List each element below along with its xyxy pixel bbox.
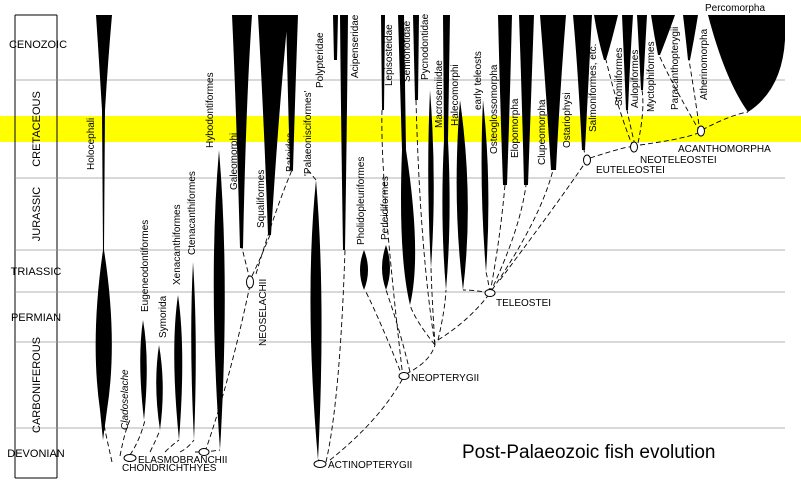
clade-label: ACTINOPTERYGII (328, 460, 412, 471)
spindle-stomiiformes (594, 15, 618, 60)
node-euteleostei (583, 154, 591, 166)
spindle-hybodontiformes (213, 150, 225, 450)
period-label: PERMIAN (11, 312, 61, 324)
taxon-label: Percomorpha (705, 3, 765, 14)
spindle-atherinomorpha (683, 15, 698, 60)
taxon-label: Atherinomorpha (699, 28, 710, 100)
taxon-label: Holocephali (86, 118, 97, 170)
clade-label: CHONDRICHTHYES (122, 463, 217, 474)
node-actinopterygii (313, 460, 327, 468)
taxon-label: Stomiiformes (614, 48, 625, 106)
node-neoteleostei (630, 141, 638, 153)
spindle-holocephali (95, 15, 112, 440)
lineage-spindles (95, 15, 785, 460)
taxon-label: Polypteridae (315, 32, 326, 88)
taxon-label: Hybodontiformes (205, 72, 216, 148)
taxon-label: Eugeneodontiformes (140, 220, 151, 312)
clade-nodes (123, 125, 705, 468)
spindle-galeomorphi (232, 15, 252, 248)
taxon-label: Myctophiformes (646, 41, 657, 112)
taxon-labels: Holocephali Cladoselache Eugeneodontifor… (86, 3, 765, 430)
period-label: TRIASSIC (11, 266, 62, 278)
spindle-perleidiformes (382, 245, 390, 290)
period-column (14, 14, 58, 479)
spindle-lepisosteidae (381, 15, 385, 110)
spindle-percomorpha (708, 15, 785, 112)
taxon-label: Xenacanthiformes (172, 204, 183, 285)
taxon-label: Aulopiformes (630, 50, 641, 108)
spindle-ctenacanthiformes (191, 262, 196, 440)
period-label: DEVONIAN (7, 448, 65, 460)
taxon-label: Elopomorpha (510, 98, 521, 158)
cretaceous-highlight-band (0, 116, 801, 142)
clade-labels: CHONDRICHTHYES ELASMOBRANCHII NEOSELACHI… (122, 144, 771, 474)
spindle-batoidea (286, 15, 298, 170)
taxon-label: Osteoglossomorpha (489, 64, 500, 154)
taxon-label: Lepisosteidae (384, 24, 395, 86)
spindle-ostariophysi (540, 15, 566, 170)
taxon-label: Symorida (158, 295, 169, 338)
node-acanthomorpha (697, 125, 705, 137)
taxon-label: early teleosts (473, 51, 484, 110)
taxon-label: Pycnodontidae (420, 13, 431, 80)
node-elasmobranchii (198, 448, 210, 456)
taxon-label: Salmoniformes, etc. (588, 44, 599, 132)
taxon-label: Squaliformes (256, 170, 267, 228)
clade-label: NEOPTERYGII (411, 373, 479, 384)
spindle-xenacanthiformes (174, 295, 183, 440)
spindle-symorida (156, 345, 163, 430)
taxon-label: Clupeomorpha (537, 99, 548, 165)
node-chondrichthyes (123, 454, 137, 462)
taxon-label: Perleidiformes (380, 176, 391, 240)
spindle-semionotidae (398, 15, 416, 305)
clade-label: EUTELEOSTEI (596, 165, 665, 176)
clade-label: ELASMOBRANCHII (138, 455, 227, 466)
taxon-label: Acipenseridae (350, 14, 361, 78)
taxon-label: Macrosemiidae (434, 60, 445, 128)
period-label: CENOZOIC (9, 39, 67, 51)
spindle-acipenseridae (340, 15, 348, 250)
period-label: CARBONIFEROUS (31, 337, 43, 433)
spindle-salmoniformes (573, 15, 592, 150)
spindle-polypteridae (333, 15, 338, 60)
clade-label: TELEOSTEI (496, 298, 551, 309)
diagram-title: Post-Palaeozoic fish evolution (462, 442, 715, 463)
taxon-label: Halecomorphi (450, 64, 461, 126)
taxon-label: Ctenacanthiformes (187, 171, 198, 255)
clade-label: NEOTELEOSTEI (640, 155, 717, 166)
spindle-myctophiformes (637, 15, 647, 90)
spindle-early-teleosts (456, 100, 468, 290)
spindle-halecomorphi (442, 15, 450, 290)
period-labels: CENOZOIC CRETACEOUS JURASSIC TRIASSIC PE… (7, 39, 67, 460)
taxon-label: Batoidea (285, 132, 296, 172)
node-neoselachii (246, 275, 254, 289)
node-teleostei (484, 289, 496, 297)
spindle-squaliformes (258, 15, 288, 235)
taxon-label: Galeomorphi (229, 133, 240, 190)
spindle-palaeonisciformes (310, 180, 322, 460)
taxon-label: Ostariophysi (562, 92, 573, 148)
spindle-clupeomorpha (519, 15, 534, 185)
spindle-aulopiformes (622, 15, 633, 110)
period-label: JURASSIC (31, 187, 43, 241)
taxon-label: Paracanthopterygii (670, 27, 681, 110)
spindle-paracanthopterygii (651, 15, 675, 55)
spindle-eugeneodontiformes (140, 320, 147, 420)
clade-label: NEOSELACHII (258, 279, 269, 346)
node-neopterygii (398, 372, 410, 380)
clade-label: ACANTHOMORPHA (678, 144, 771, 155)
spindle-pycnodontidae (413, 15, 419, 100)
spindle-elopomorpha (498, 15, 512, 185)
spindle-macrosemiidae (428, 90, 434, 268)
taxon-label: Pholidopleuriformes (356, 157, 367, 245)
period-label: CRETACEOUS (31, 91, 43, 167)
taxon-label: Semionotidae (402, 20, 413, 82)
taxon-label: 'Palaeonisciformes' (303, 90, 314, 176)
spindle-pholidopleuriformes (360, 250, 368, 290)
spindle-osteoglossomorpha (481, 100, 489, 272)
taxon-label: Cladoselache (120, 369, 131, 430)
